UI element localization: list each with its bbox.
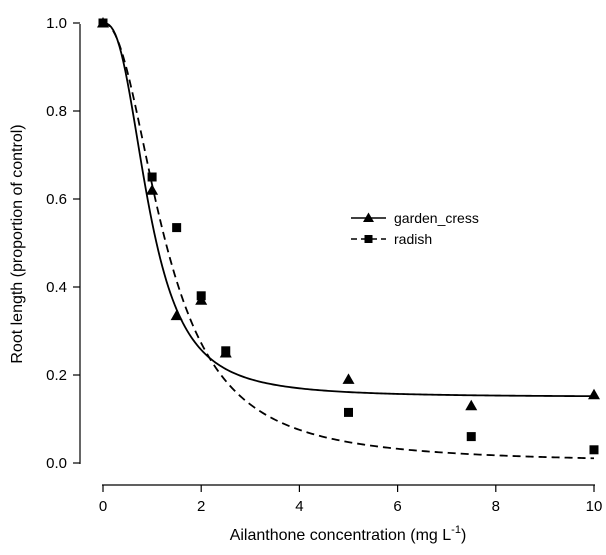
data-points [97, 17, 600, 455]
x-axis-title-superscript: -1 [451, 524, 461, 536]
data-point-radish [589, 445, 599, 455]
legend-marker-garden-cress [363, 212, 374, 222]
x-tick-label: 0 [99, 498, 107, 515]
data-point-radish [172, 223, 182, 233]
y-tick-label: 0.4 [46, 279, 67, 296]
data-point-radish [221, 346, 231, 356]
data-point-radish [147, 172, 157, 182]
data-point-garden-cress [588, 388, 600, 400]
data-point-radish [196, 291, 206, 301]
x-tick-label: 2 [197, 498, 205, 515]
axes [79, 24, 595, 486]
data-point-radish [466, 432, 476, 442]
x-tick-label: 4 [295, 498, 303, 515]
x-axis-title-end: ) [461, 527, 466, 544]
fit-curve-radish [102, 22, 595, 460]
y-tick-label: 0.2 [46, 367, 67, 384]
data-point-garden-cress [146, 184, 159, 195]
x-tick-label: 10 [586, 498, 603, 515]
y-axis-title: Root length (proportion of control) [9, 124, 26, 363]
legend-marker-radish [364, 235, 373, 243]
fitted-curves [102, 22, 595, 460]
y-tick-label: 1.0 [46, 15, 67, 32]
data-point-radish [344, 407, 353, 417]
y-tick-label: 0.8 [46, 103, 67, 120]
data-point-garden-cress [465, 399, 478, 411]
legend-label-garden-cress: garden_cress [394, 210, 479, 226]
data-point-garden-cress [170, 309, 183, 321]
data-point-garden-cress [342, 373, 355, 384]
x-axis-title: Ailanthone concentration (mg L-1) [230, 524, 467, 544]
ticks: 0 2 4 6 8 10 0.0 0.2 0.4 0.6 0.8 1.0 [46, 15, 602, 515]
x-tick-label: 8 [492, 498, 500, 515]
y-tick-label: 0.6 [46, 191, 67, 208]
x-axis-title-main: Ailanthone concentration (mg L [230, 527, 452, 544]
x-tick-label: 6 [393, 498, 401, 515]
legend-label-radish: radish [394, 231, 432, 247]
data-point-radish [98, 18, 108, 28]
fit-curve-garden-cress [102, 22, 595, 398]
y-tick-label: 0.0 [46, 455, 67, 472]
legend: garden_cress radish [351, 210, 479, 247]
